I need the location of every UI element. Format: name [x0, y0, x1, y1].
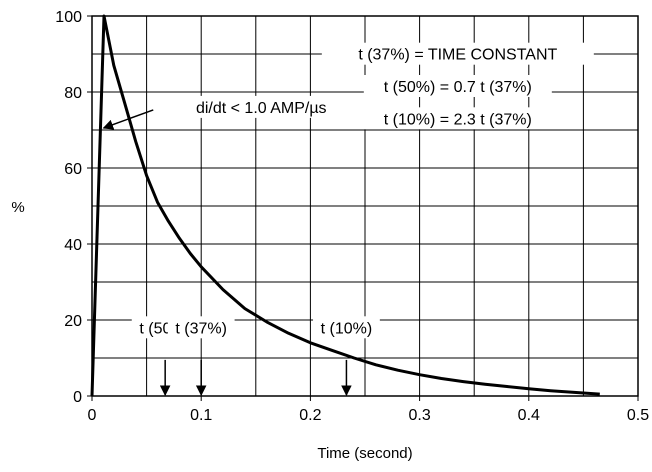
axes: [87, 15, 639, 401]
labels: 0 0.1 0.2 0.3 0.4 0.5 0 20 40 60 80 100 Time (second…: [11, 9, 649, 462]
time-constant-note: t (37%) = TIME CONSTANT: [358, 47, 557, 64]
y-tick-label: 100: [55, 9, 82, 26]
y-tick-label: 60: [64, 161, 82, 178]
y-tick-label: 80: [64, 85, 82, 102]
y-tick-label: 0: [73, 389, 82, 406]
series-line: [90, 14, 600, 397]
annotation-mask: [167, 316, 235, 339]
time-constant-note: t (10%) = 2.3 t (37%): [384, 111, 532, 128]
y-tick-label: 40: [64, 237, 82, 254]
annotation-mask: [363, 107, 552, 130]
marker-label: t (37%): [175, 320, 227, 337]
x-tick-label: 0: [88, 407, 97, 424]
annotation-mask: [313, 316, 380, 339]
series: [90, 14, 600, 397]
plot-frame: [91, 15, 639, 397]
annotation-mask: [153, 95, 370, 118]
annotations: t (37%) = TIME CONSTANT t (50%) = 0.7 t (…: [102, 42, 594, 397]
y-axis-title: %: [11, 199, 24, 216]
marker-label: t (10%): [321, 320, 373, 337]
x-tick-label: 0.4: [518, 407, 540, 424]
x-axis-title: Time (second): [317, 445, 412, 462]
y-tick-label: 20: [64, 313, 82, 330]
x-tick-label: 0.1: [190, 407, 212, 424]
x-tick-label: 0.3: [408, 407, 430, 424]
x-tick-label: 0.5: [627, 407, 649, 424]
x-tick-label: 0.2: [299, 407, 321, 424]
annotation-mask: [321, 42, 594, 65]
grid: [92, 16, 638, 396]
didt-arrow: [102, 109, 154, 130]
time-constant-note: t (50%) = 0.7 t (37%): [384, 79, 532, 96]
didt-note: di/dt < 1.0 AMP/µs: [196, 100, 327, 117]
annotation-mask: [363, 75, 552, 97]
